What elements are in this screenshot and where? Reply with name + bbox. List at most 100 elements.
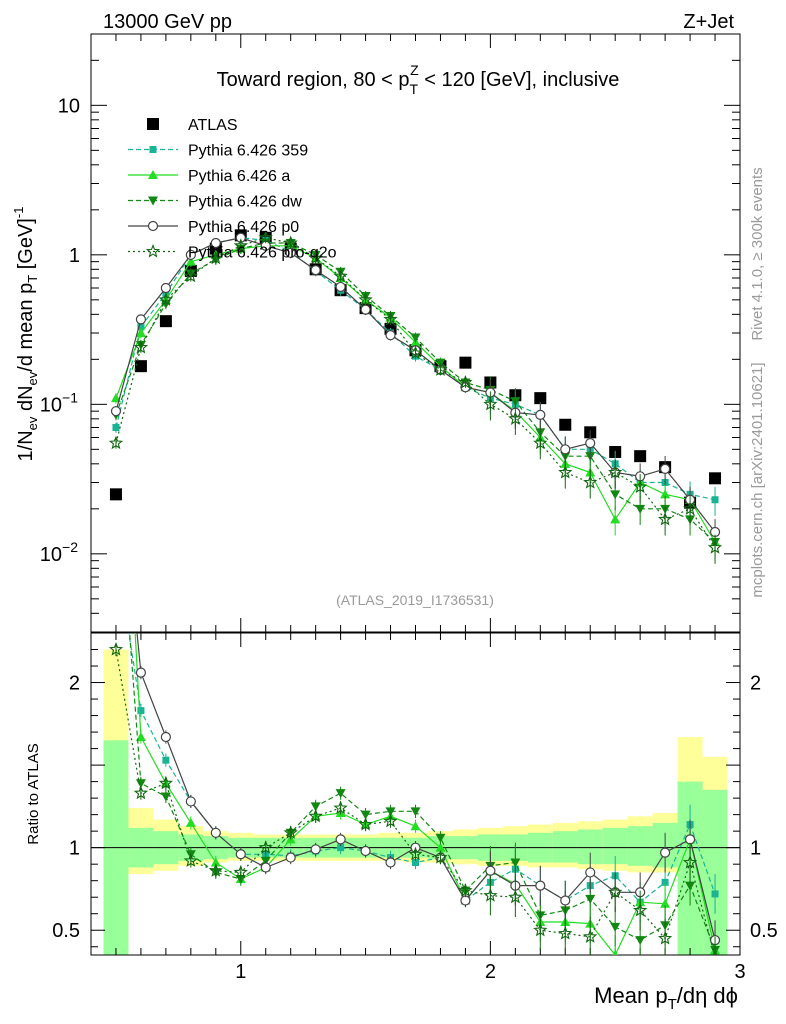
- data-point: [682, 501, 698, 515]
- process-label: Z+Jet: [683, 11, 734, 33]
- data-point: [210, 237, 221, 249]
- x-axis-label: Mean pT/dη dϕ: [594, 983, 738, 1013]
- ratio-point: [711, 890, 719, 898]
- data-point: [308, 250, 323, 265]
- data-point: [335, 281, 346, 293]
- legend-marker: [145, 243, 161, 258]
- ratio-point: [137, 707, 145, 715]
- ratio-point: [133, 785, 149, 800]
- ratio-point: [385, 857, 396, 868]
- ratio-point: [433, 850, 448, 864]
- ratio-tick-label: 0.5: [750, 920, 778, 942]
- ratio-line: [115, 649, 716, 955]
- ratio-point: [585, 894, 596, 904]
- data-point: [559, 418, 572, 431]
- ratio-point: [485, 865, 496, 876]
- data-point: [333, 268, 348, 283]
- ratio-point: [533, 922, 548, 937]
- data-point: [459, 356, 472, 369]
- ratio-point: [508, 889, 523, 904]
- legend-label: Pythia 6.426 dw: [188, 194, 302, 211]
- ratio-point: [158, 775, 174, 790]
- x-tick-label: 1: [235, 961, 246, 983]
- ratio-plot-series: [108, 281, 723, 955]
- ratio-point: [635, 936, 646, 946]
- ratio-point: [535, 880, 546, 891]
- legend: ATLAS Pythia 6.426 359 Pythia 6.426 a Pythi…: [128, 117, 337, 262]
- data-point: [583, 475, 598, 489]
- ratio-point: [632, 902, 648, 917]
- data-point: [108, 435, 124, 450]
- ratio-point: [558, 926, 573, 940]
- legend-label: Pythia 6.426 p0: [188, 219, 299, 236]
- band-green-bin: [103, 740, 129, 955]
- data-point: [433, 362, 448, 376]
- ratio-point: [707, 949, 723, 955]
- legend-marker: [148, 170, 158, 179]
- series-2: [110, 240, 721, 559]
- data-point: [533, 435, 548, 450]
- data-point: [158, 292, 174, 306]
- data-point: [458, 375, 473, 389]
- rivet-label: Rivet 4.1.0, ≥ 300k events: [749, 167, 766, 340]
- chart-title: Toward region, 80 < pTZ < 120 [GeV], inc…: [217, 62, 620, 97]
- ratio-tick-label: 2: [750, 673, 761, 695]
- data-point: [483, 396, 498, 411]
- ratio-point: [560, 895, 571, 906]
- ratio-point: [162, 756, 170, 764]
- ratio-point: [383, 813, 398, 828]
- ratio-point: [435, 842, 446, 852]
- ratio-point: [612, 950, 618, 955]
- data-point: [660, 489, 671, 499]
- data-point: [660, 463, 671, 474]
- ratio-point: [685, 881, 696, 891]
- data-point: [135, 328, 146, 337]
- ratio-point: [185, 796, 196, 807]
- ratio-point: [660, 898, 671, 908]
- ratio-point: [610, 922, 621, 932]
- data-point: [634, 450, 647, 463]
- ratio-series-4: [108, 642, 723, 955]
- ratio-point: [661, 878, 669, 886]
- ratio-point: [160, 792, 171, 802]
- ratio-y-axis-label: Ratio to ATLAS: [25, 743, 42, 844]
- data-point: [160, 282, 171, 294]
- ratio-point: [483, 888, 498, 902]
- data-point: [535, 409, 546, 420]
- ratio-point: [682, 855, 698, 869]
- series-1: [112, 232, 719, 516]
- ratio-point: [135, 779, 146, 789]
- data-point: [635, 504, 646, 514]
- ratio-point: [360, 810, 371, 820]
- main-plot-series: [108, 229, 723, 564]
- data-point: [110, 406, 122, 417]
- legend-marker: [147, 118, 159, 130]
- ratio-point: [310, 844, 321, 855]
- data-point: [508, 411, 523, 425]
- band-green-bin: [552, 831, 578, 863]
- data-point: [159, 315, 172, 328]
- data-point: [258, 230, 273, 244]
- x-tick-label: 2: [485, 961, 496, 983]
- ratio-point: [235, 849, 246, 860]
- ratio-point: [233, 864, 248, 879]
- ratio-point: [285, 852, 296, 863]
- y-tick-label: 10: [58, 95, 80, 117]
- data-point: [610, 490, 621, 500]
- data-point: [408, 345, 423, 360]
- mcplots-label: mcplots.cern.ch [arXiv:2401.10621]: [749, 362, 766, 597]
- ratio-point: [208, 863, 223, 877]
- ratio-point: [510, 858, 521, 868]
- data-point: [385, 330, 396, 341]
- data-point: [233, 238, 248, 252]
- analysis-id: (ATLAS_2019_I1736531): [336, 592, 494, 608]
- ratio-series-2: [129, 633, 721, 955]
- data-point: [711, 496, 719, 504]
- legend-label: Pythia 6.426 pro-q2o: [188, 245, 337, 262]
- data-point: [632, 479, 648, 494]
- data-point: [608, 464, 623, 479]
- ratio-point: [111, 281, 121, 290]
- data-point: [410, 333, 421, 343]
- data-point: [112, 423, 120, 431]
- data-point: [709, 472, 722, 485]
